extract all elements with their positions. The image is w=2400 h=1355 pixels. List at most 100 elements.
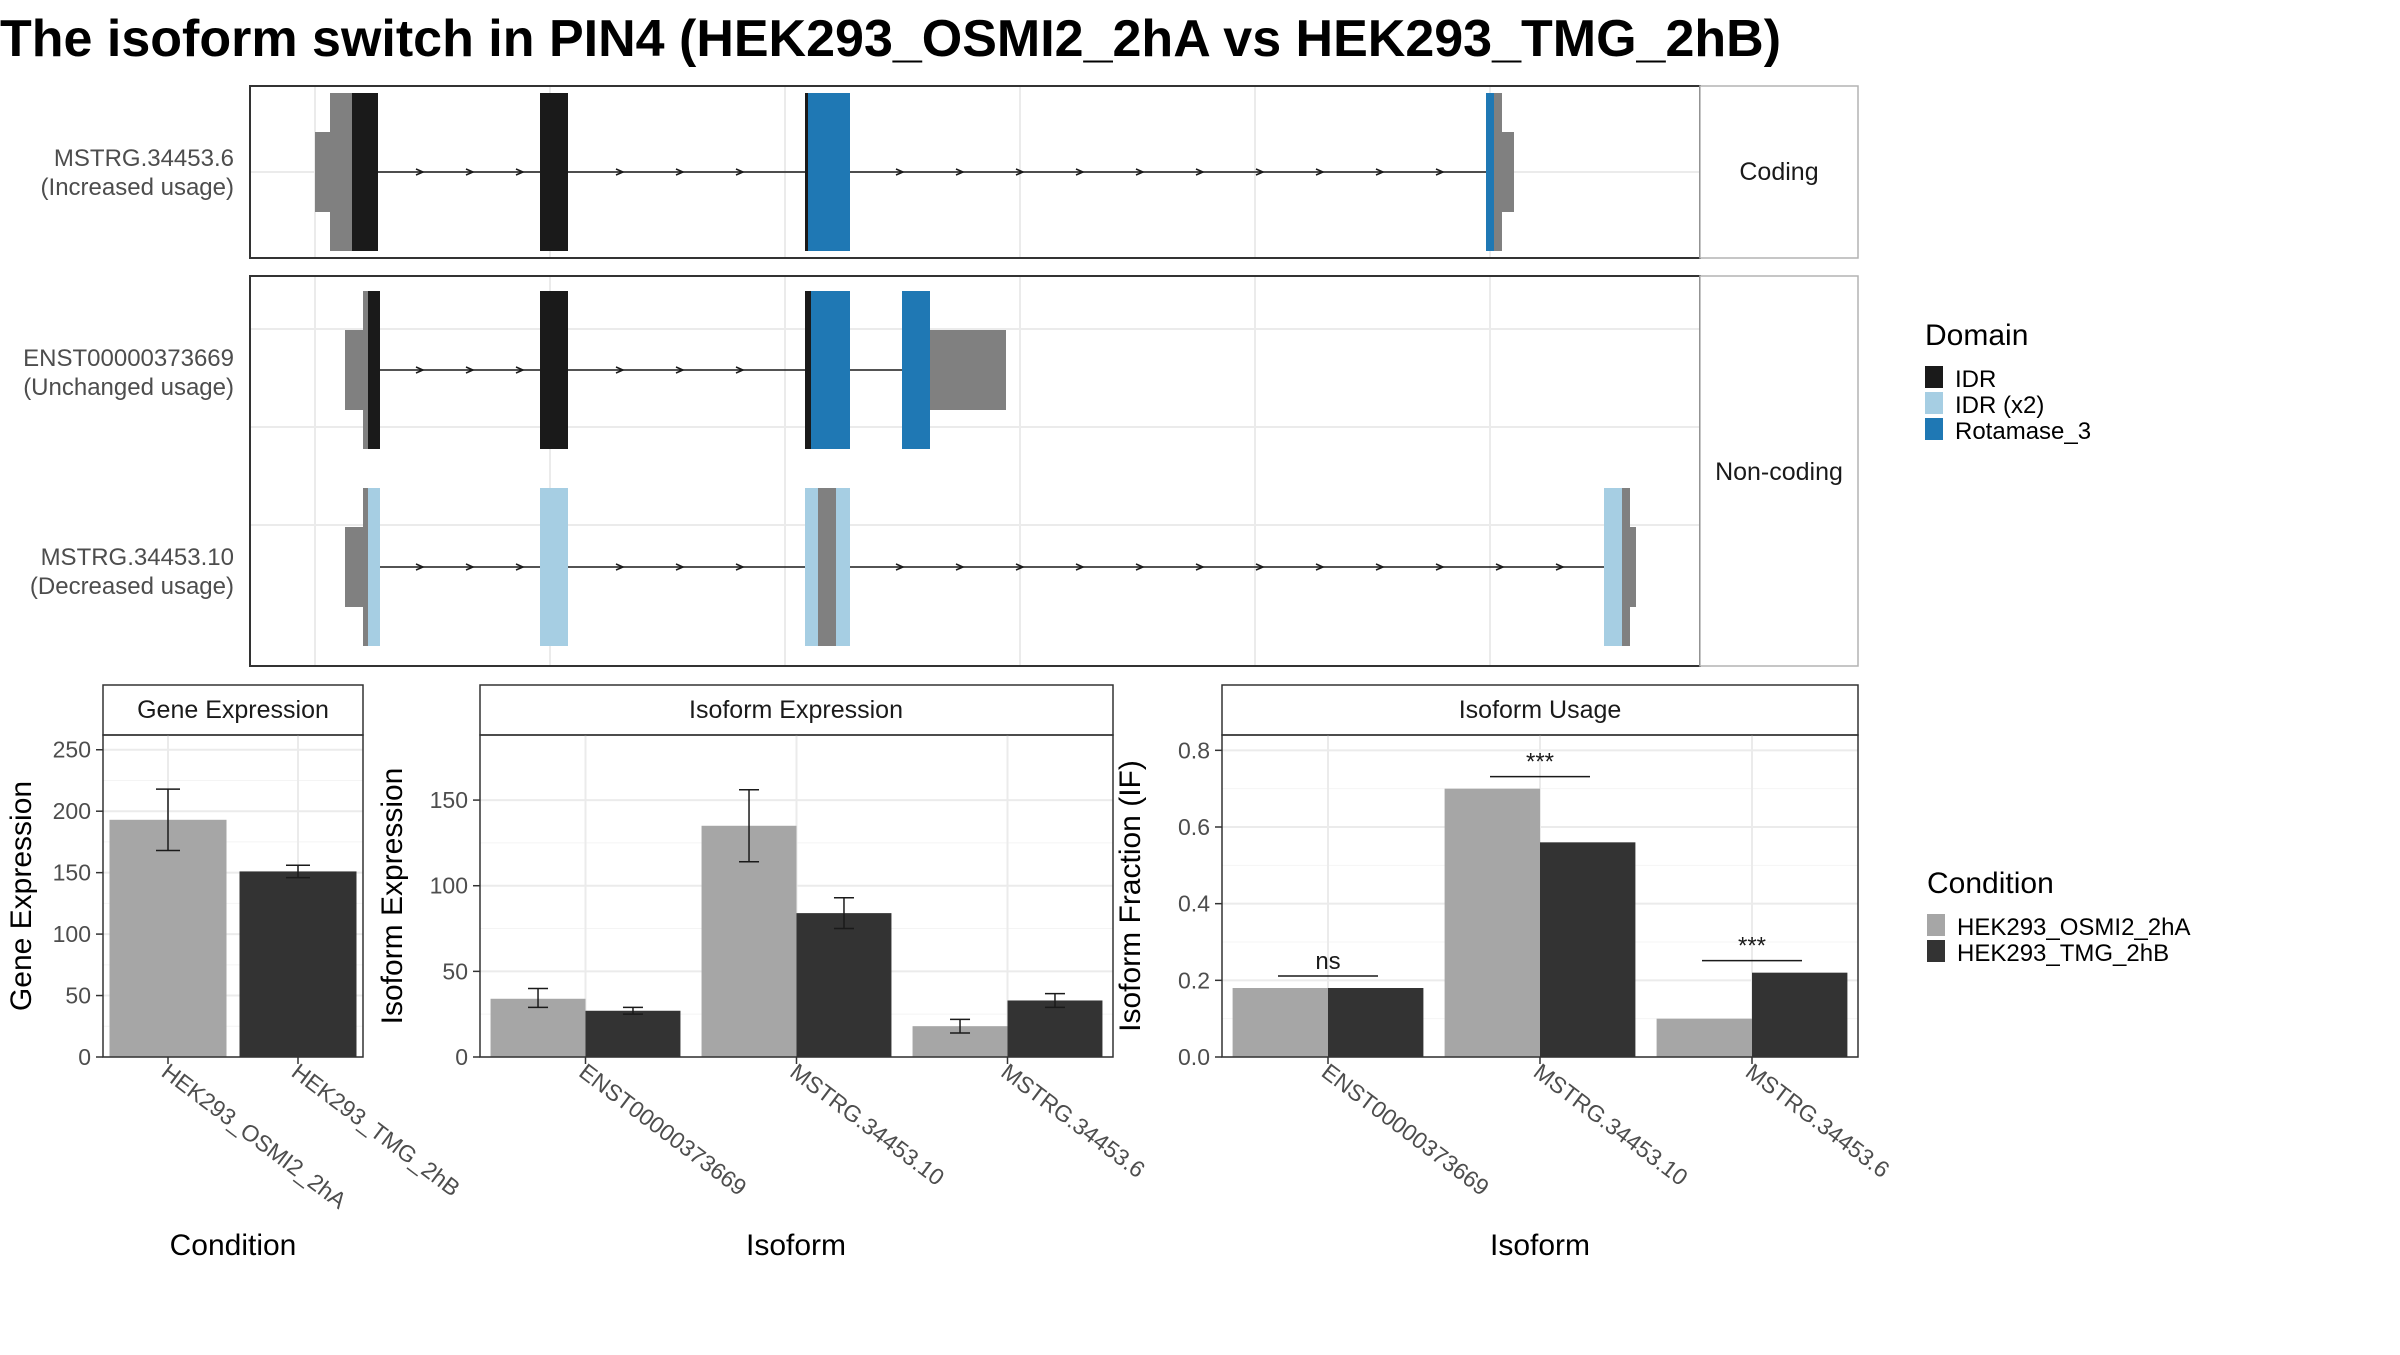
- legend-label-idr-x2: IDR (x2): [1955, 392, 2044, 419]
- bar-charts: Gene Expression050100150200250HEK293_OSM…: [5, 684, 1894, 1262]
- utr-segment: [363, 488, 368, 646]
- strand-arrow: [1435, 168, 1445, 176]
- strand-arrow: [615, 168, 625, 176]
- figure-title: The isoform switch in PIN4 (HEK293_OSMI2…: [0, 10, 1781, 68]
- strand-arrow: [735, 563, 745, 571]
- strand-arrow: [515, 563, 525, 571]
- domain-segment: [540, 291, 568, 449]
- strand-arrow: [1195, 168, 1205, 176]
- condition-legend-title: Condition: [1927, 867, 2054, 900]
- strand-arrow: [895, 563, 905, 571]
- strand-arrow: [1075, 563, 1085, 571]
- transcript-label-1-usage: (Increased usage): [41, 174, 234, 201]
- transcript-label-3-usage: (Decreased usage): [30, 573, 234, 600]
- domain-legend-title: Domain: [1925, 319, 2028, 352]
- strand-arrow: [1315, 563, 1325, 571]
- bar: [239, 871, 357, 1057]
- x-axis-title: Isoform: [746, 1229, 846, 1262]
- y-tick-label: 100: [53, 921, 91, 947]
- facet-label-coding: Coding: [1739, 158, 1818, 186]
- legend-key-rotamase-3: [1925, 418, 1943, 440]
- domain-segment: [811, 291, 850, 449]
- x-tick-label: MSTRG.34453.6: [996, 1058, 1149, 1183]
- x-axis-title: Isoform: [1490, 1229, 1590, 1262]
- bar: [490, 998, 586, 1057]
- utr-segment: [930, 330, 1006, 410]
- y-tick-label: 100: [430, 873, 468, 899]
- domain-legend: Domain IDR IDR (x2) Rotamase_3: [1925, 319, 2091, 445]
- y-tick-label: 150: [430, 787, 468, 813]
- y-axis-title: Gene Expression: [5, 781, 38, 1011]
- y-tick-label: 0: [455, 1044, 468, 1070]
- strand-arrow: [735, 366, 745, 374]
- strand-arrow: [1375, 563, 1385, 571]
- strand-arrow: [1135, 563, 1145, 571]
- y-tick-label: 0.0: [1178, 1044, 1210, 1070]
- bar: [1328, 988, 1424, 1057]
- y-tick-label: 0.8: [1178, 737, 1210, 763]
- strand-arrow: [415, 168, 425, 176]
- strand-arrow: [735, 168, 745, 176]
- strand-arrow: [1495, 563, 1505, 571]
- chart-panel-2: Isoform Expression 0 50 100 150 ENST000003736…: [376, 684, 1150, 1262]
- legend-label-rotamase-3: Rotamase_3: [1955, 418, 2091, 445]
- strand-arrow: [1555, 563, 1565, 571]
- x-tick-label: ENST00000373669: [1317, 1058, 1494, 1200]
- panel-frame: [102, 734, 364, 1058]
- strand-arrow: [515, 168, 525, 176]
- x-tick-label: MSTRG.34453.10: [785, 1058, 949, 1190]
- transcript-models: [315, 93, 1636, 646]
- domain-segment: [805, 291, 811, 449]
- significance-label: ns: [1315, 948, 1340, 975]
- utr-segment: [345, 330, 363, 410]
- y-tick-label: 0.4: [1178, 891, 1210, 917]
- strand-arrow: [1195, 563, 1205, 571]
- domain-segment: [1486, 93, 1494, 251]
- utr-segment: [1622, 488, 1630, 646]
- domain-segment: [902, 291, 930, 449]
- strand-arrow: [675, 366, 685, 374]
- domain-segment: [368, 291, 380, 449]
- y-tick-label: 50: [65, 983, 91, 1009]
- domain-segment: [368, 488, 380, 646]
- strand-arrow: [615, 366, 625, 374]
- significance-label: ***: [1526, 749, 1554, 776]
- legend-label-cond1: HEK293_OSMI2_2hA: [1957, 914, 2190, 941]
- domain-segment: [1604, 488, 1622, 646]
- bar: [1540, 842, 1636, 1057]
- strand-arrow: [895, 168, 905, 176]
- y-tick-label: 0.6: [1178, 814, 1210, 840]
- legend-key-idr: [1925, 366, 1943, 388]
- domain-segment: [352, 93, 378, 251]
- strand-arrow: [1375, 168, 1385, 176]
- panel-strip: [479, 684, 1114, 736]
- significance-label: ***: [1738, 933, 1766, 960]
- utr-segment: [330, 93, 352, 251]
- transcript-label-2-usage: (Unchanged usage): [23, 374, 234, 401]
- x-axis-title: Condition: [170, 1229, 297, 1262]
- bar: [1656, 1018, 1752, 1057]
- strand-arrow: [1075, 168, 1085, 176]
- utr-segment: [1630, 527, 1636, 607]
- strand-arrow: [955, 168, 965, 176]
- transcript-label-1-id: MSTRG.34453.6: [54, 145, 234, 172]
- bar: [1752, 972, 1848, 1057]
- bar: [585, 1010, 681, 1057]
- strand-arrow: [465, 168, 475, 176]
- y-axis-title: Isoform Fraction (IF): [1114, 760, 1147, 1032]
- x-tick-label: MSTRG.34453.10: [1529, 1058, 1693, 1190]
- strand-arrow: [415, 366, 425, 374]
- y-tick-label: 200: [53, 798, 91, 824]
- transcript-structure-plot: Coding Non-coding MSTRG.34453.6 (Increas…: [23, 85, 1859, 667]
- strand-arrow: [515, 366, 525, 374]
- strand-arrow: [955, 563, 965, 571]
- strand-arrow: [675, 563, 685, 571]
- y-tick-label: 150: [53, 860, 91, 886]
- bar: [1232, 988, 1328, 1057]
- bar: [701, 825, 797, 1057]
- strand-arrow: [1015, 563, 1025, 571]
- condition-legend: Condition HEK293_OSMI2_2hA HEK293_TMG_2h…: [1927, 867, 2190, 967]
- legend-label-cond2: HEK293_TMG_2hB: [1957, 940, 2169, 967]
- domain-segment: [540, 93, 568, 251]
